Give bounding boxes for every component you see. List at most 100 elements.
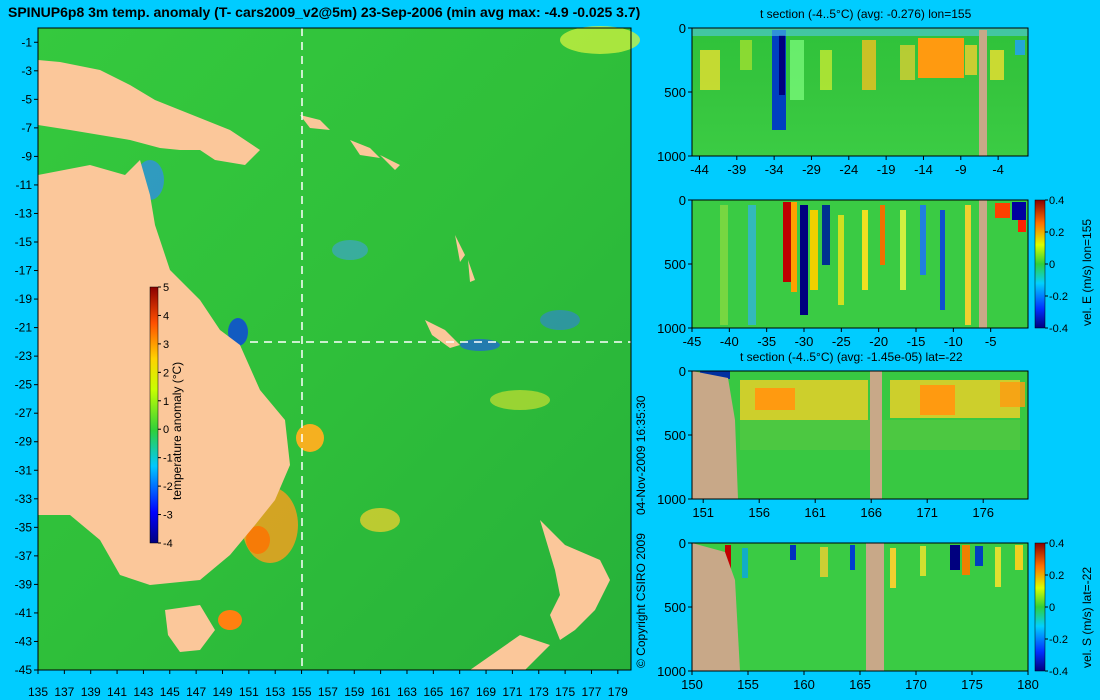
panel3-land-ridge bbox=[870, 371, 882, 499]
panel1-y-ticks: 0 500 1000 bbox=[657, 21, 692, 164]
map-panel: 135 137 139 141 143 145 147 149 151 153 155 157 159 1… bbox=[15, 26, 640, 699]
panel4-y-tick-label: 500 bbox=[664, 600, 686, 615]
panel1-x-tick-label: -14 bbox=[914, 162, 933, 177]
map-land bbox=[38, 60, 610, 670]
panel4-colorbar-tick-label: 0 bbox=[1049, 602, 1055, 614]
panel4-x-tick-label: 160 bbox=[793, 677, 815, 692]
panel2-y-tick-label: 1000 bbox=[657, 321, 686, 336]
panel3-x-tick-label: 176 bbox=[972, 505, 994, 520]
panel3-land bbox=[692, 371, 738, 499]
panel2-colorbar-tick-label: 0.2 bbox=[1049, 227, 1064, 239]
panel4-colorbar-ticks: 0.4 0.2 0 -0.2 -0.4 bbox=[1045, 538, 1068, 678]
panel2-y-tick-label: 500 bbox=[664, 257, 686, 272]
panel4-x-ticks: 150 155 160 165 170 175 180 bbox=[681, 671, 1039, 692]
map-x-tick-label: 155 bbox=[292, 685, 312, 699]
map-x-tick-label: 157 bbox=[318, 685, 338, 699]
panel2-features bbox=[720, 202, 1026, 325]
map-colorbar-tick-label: -4 bbox=[163, 538, 173, 550]
map-colorbar-tick-label: -3 bbox=[163, 510, 173, 522]
map-y-tick-label: -27 bbox=[15, 406, 33, 420]
map-y-tick-label: -45 bbox=[15, 663, 33, 677]
panel3-features bbox=[700, 371, 1025, 450]
map-x-tick-label: 151 bbox=[239, 685, 259, 699]
panel1-x-tick-label: -44 bbox=[690, 162, 709, 177]
map-y-tick-label: -29 bbox=[15, 435, 33, 449]
panel-t-section-lat: 151 156 161 166 171 176 0 500 1000 bbox=[657, 364, 1029, 520]
panel3-x-ticks: 151 156 161 166 171 176 bbox=[692, 499, 994, 520]
map-colorbar-tick-label: -1 bbox=[163, 453, 173, 465]
map-x-tick-label: 161 bbox=[371, 685, 391, 699]
map-y-tick-label: -33 bbox=[15, 492, 33, 506]
panel2-colorbar-ticks: 0.4 0.2 0 -0.2 -0.4 bbox=[1045, 195, 1068, 335]
panel4-colorbar-tick-label: 0.4 bbox=[1049, 538, 1064, 550]
map-colorbar-label: temperature anomaly (°C) bbox=[170, 361, 184, 500]
panel1-x-tick-label: -19 bbox=[877, 162, 896, 177]
panel4-colorbar-label: vel. S (m/s) lat=-22 bbox=[1080, 566, 1094, 668]
panel4-x-tick-label: 180 bbox=[1017, 677, 1039, 692]
panel2-x-tick-label: -35 bbox=[757, 334, 776, 349]
map-x-tick-label: 141 bbox=[107, 685, 127, 699]
map-y-tick-label: -1 bbox=[21, 35, 32, 49]
panel3-y-ticks: 0 500 1000 bbox=[657, 364, 692, 507]
panel4-y-ticks: 0 500 1000 bbox=[657, 536, 692, 679]
map-colorbar-tick-label: 0 bbox=[163, 424, 169, 436]
map-y-tick-label: -19 bbox=[15, 292, 33, 306]
panel2-x-tick-label: -40 bbox=[720, 334, 739, 349]
panel4-land-ridge bbox=[866, 543, 884, 671]
map-x-tick-label: 167 bbox=[450, 685, 470, 699]
map-x-tick-label: 143 bbox=[133, 685, 153, 699]
panel2-x-tick-label: -45 bbox=[683, 334, 702, 349]
panel2-colorbar bbox=[1034, 199, 1046, 329]
panel2-x-tick-label: -10 bbox=[944, 334, 963, 349]
map-colorbar: 5 4 3 2 1 0 -1 -2 -3 -4 bbox=[149, 282, 173, 550]
panel2-colorbar-tick-label: -0.2 bbox=[1049, 291, 1068, 303]
panel2-plot-area bbox=[692, 200, 1028, 328]
map-y-tick-label: -7 bbox=[21, 121, 32, 135]
panel4-land bbox=[692, 543, 740, 671]
panel2-colorbar-tick-label: 0.4 bbox=[1049, 195, 1064, 207]
panel3-y-tick-label: 500 bbox=[664, 428, 686, 443]
panel-vel-s: 150 155 160 165 170 175 180 0 500 1000 0.4 0.2 0 -0… bbox=[657, 536, 1068, 692]
map-y-tick-label: -5 bbox=[21, 92, 32, 106]
panel1-x-tick-label: -9 bbox=[955, 162, 967, 177]
map-colorbar-tick-label: 4 bbox=[163, 310, 169, 322]
panel3-y-tick-label: 0 bbox=[679, 364, 686, 379]
map-x-tick-label: 149 bbox=[212, 685, 232, 699]
map-x-tick-label: 175 bbox=[555, 685, 575, 699]
panel3-x-tick-label: 171 bbox=[916, 505, 938, 520]
panel-t-section-lon: -44 -39 -34 -29 -24 -19 -14 -9 -4 0 500 1000 bbox=[657, 21, 1029, 177]
panel3-x-tick-label: 156 bbox=[748, 505, 770, 520]
main-title: SPINUP6p8 3m temp. anomaly (T- cars2009_… bbox=[8, 4, 641, 20]
map-y-tick-label: -13 bbox=[15, 206, 33, 220]
panel4-colorbar-tick-label: -0.2 bbox=[1049, 634, 1068, 646]
map-frame bbox=[37, 27, 632, 671]
map-x-tick-label: 137 bbox=[54, 685, 74, 699]
map-colorbar-ticks: 5 4 3 2 1 0 -1 -2 -3 -4 bbox=[158, 282, 173, 550]
map-y-tick-label: -43 bbox=[15, 634, 33, 648]
panel2-land bbox=[979, 200, 987, 328]
panel2-x-tick-label: -5 bbox=[985, 334, 997, 349]
panel1-x-tick-label: -24 bbox=[839, 162, 858, 177]
map-y-tick-label: -25 bbox=[15, 378, 33, 392]
map-colorbar-tick-label: 1 bbox=[163, 396, 169, 408]
map-y-tick-label: -31 bbox=[15, 463, 33, 477]
map-colorbar-tick-label: -2 bbox=[163, 481, 173, 493]
map-colorbar-gradient bbox=[149, 286, 159, 544]
panel1-title: t section (-4..5°C) (avg: -0.276) lon=15… bbox=[760, 7, 972, 21]
map-x-tick-label: 171 bbox=[502, 685, 522, 699]
panel1-y-tick-label: 0 bbox=[679, 21, 686, 36]
map-x-tick-label: 139 bbox=[81, 685, 101, 699]
map-x-tick-label: 153 bbox=[265, 685, 285, 699]
panel4-colorbar-tick-label: 0.2 bbox=[1049, 570, 1064, 582]
panel2-colorbar-tick-label: 0 bbox=[1049, 259, 1055, 271]
panel1-x-tick-label: -4 bbox=[992, 162, 1004, 177]
panel3-x-tick-label: 151 bbox=[692, 505, 714, 520]
map-x-tick-label: 169 bbox=[476, 685, 496, 699]
map-x-tick-label: 159 bbox=[344, 685, 364, 699]
copyright: © Copyright CSIRO 2009 bbox=[634, 533, 648, 668]
map-y-tick-label: -35 bbox=[15, 520, 33, 534]
map-y-tick-label: -9 bbox=[21, 149, 32, 163]
map-x-ticks: 135 137 139 141 143 145 147 149 151 153 155 157 159 1… bbox=[28, 670, 628, 699]
panel4-colorbar bbox=[1034, 542, 1046, 672]
map-x-tick-label: 173 bbox=[529, 685, 549, 699]
